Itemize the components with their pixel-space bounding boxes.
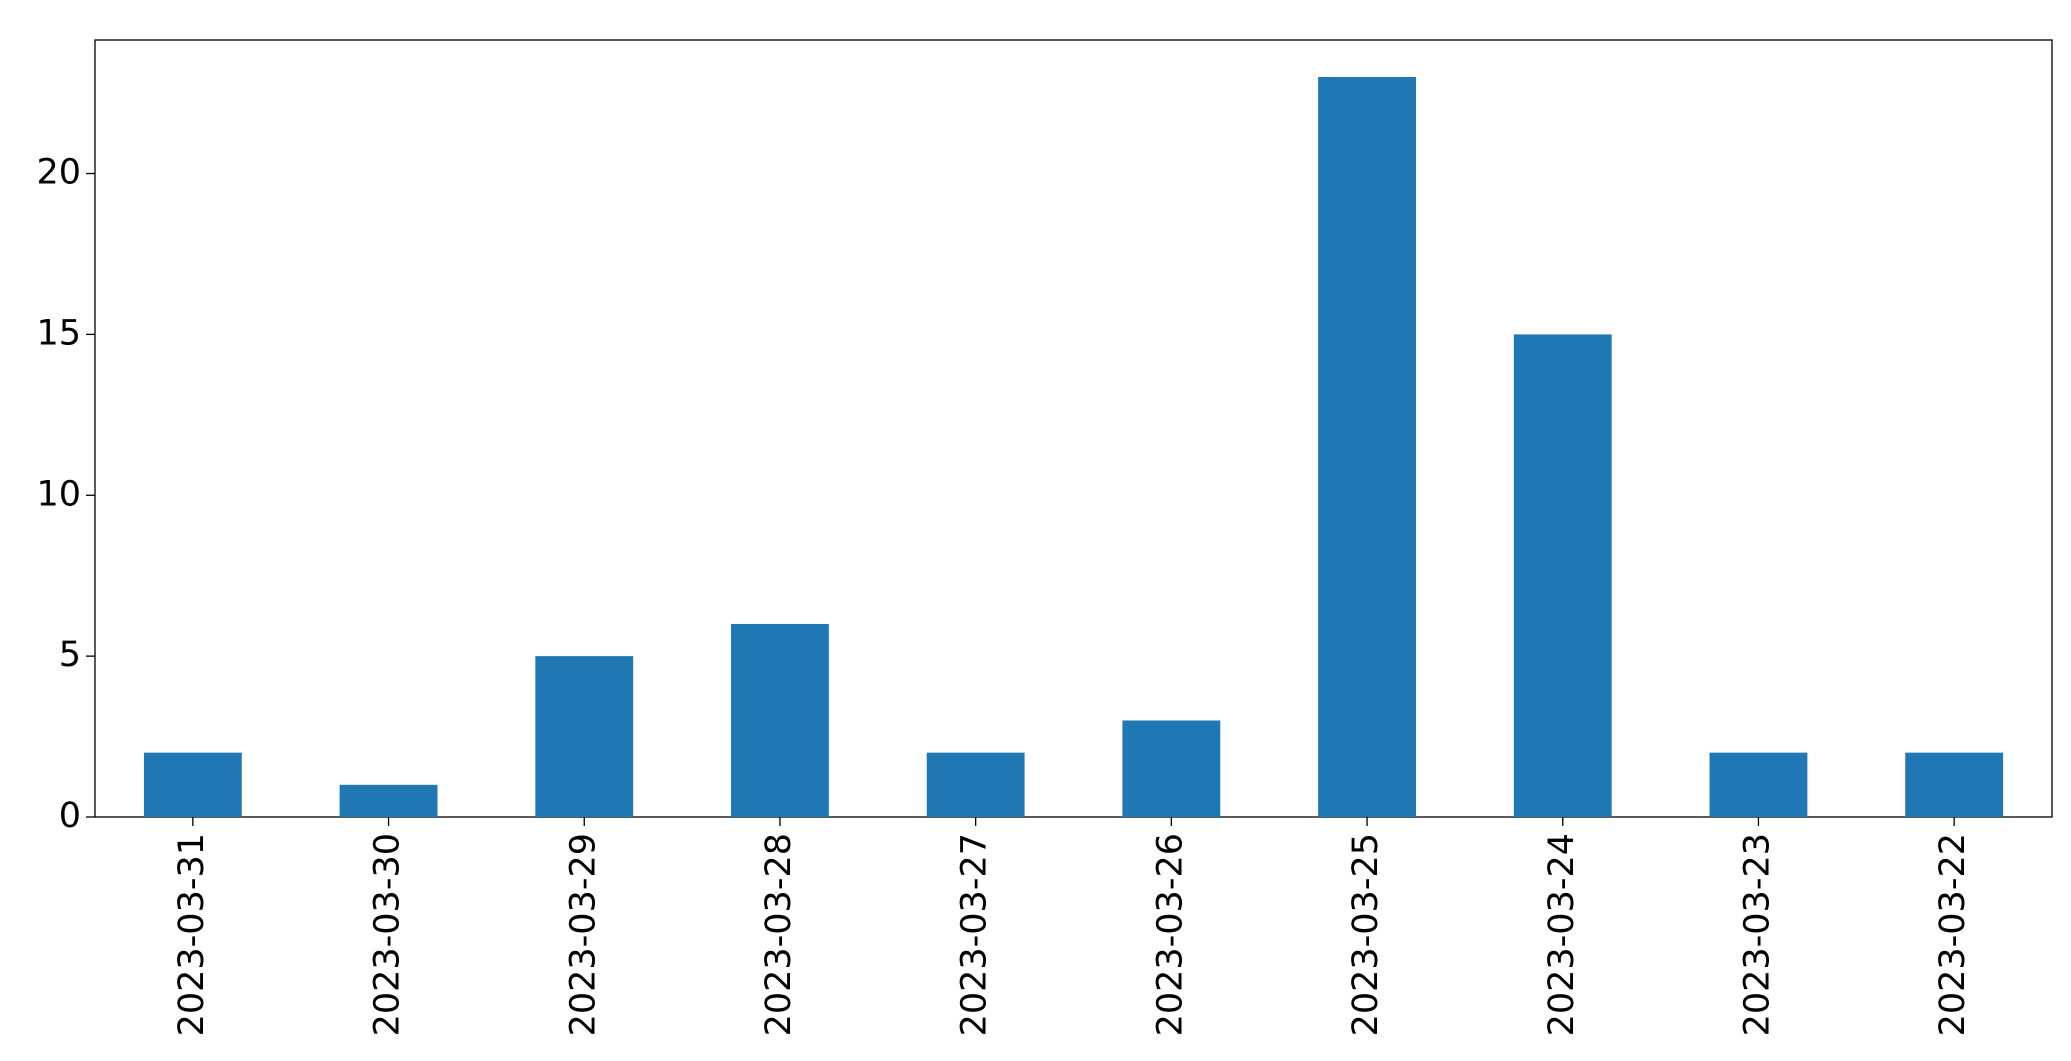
x-tick-label: 2023-03-29 [563,833,603,1036]
x-tick-label: 2023-03-30 [368,833,408,1036]
y-tick-label: 5 [59,635,81,675]
x-tick-label: 2023-03-25 [1346,833,1386,1036]
bar [143,752,242,817]
plot-frame [94,39,2053,818]
bar [1122,720,1221,817]
bar [1318,77,1416,817]
y-tick-label: 20 [36,153,81,193]
bar [1905,752,2004,817]
x-tick-label: 2023-03-27 [955,833,995,1036]
x-tick-label: 2023-03-28 [759,833,799,1036]
y-tick-label: 10 [36,474,81,514]
bar [731,623,829,817]
x-tick-label: 2023-03-31 [172,833,212,1036]
bar [1709,752,1808,817]
bar [1513,334,1612,817]
x-tick-label: 2023-03-26 [1150,833,1190,1036]
bar [339,784,438,817]
y-tick-label: 0 [59,796,81,836]
bar [535,656,634,817]
bar [926,752,1025,817]
x-tick-label: 2023-03-22 [1933,833,1973,1036]
x-tick-label: 2023-03-24 [1542,833,1582,1036]
y-tick-label: 15 [36,313,81,353]
x-tick-label: 2023-03-23 [1737,833,1777,1036]
